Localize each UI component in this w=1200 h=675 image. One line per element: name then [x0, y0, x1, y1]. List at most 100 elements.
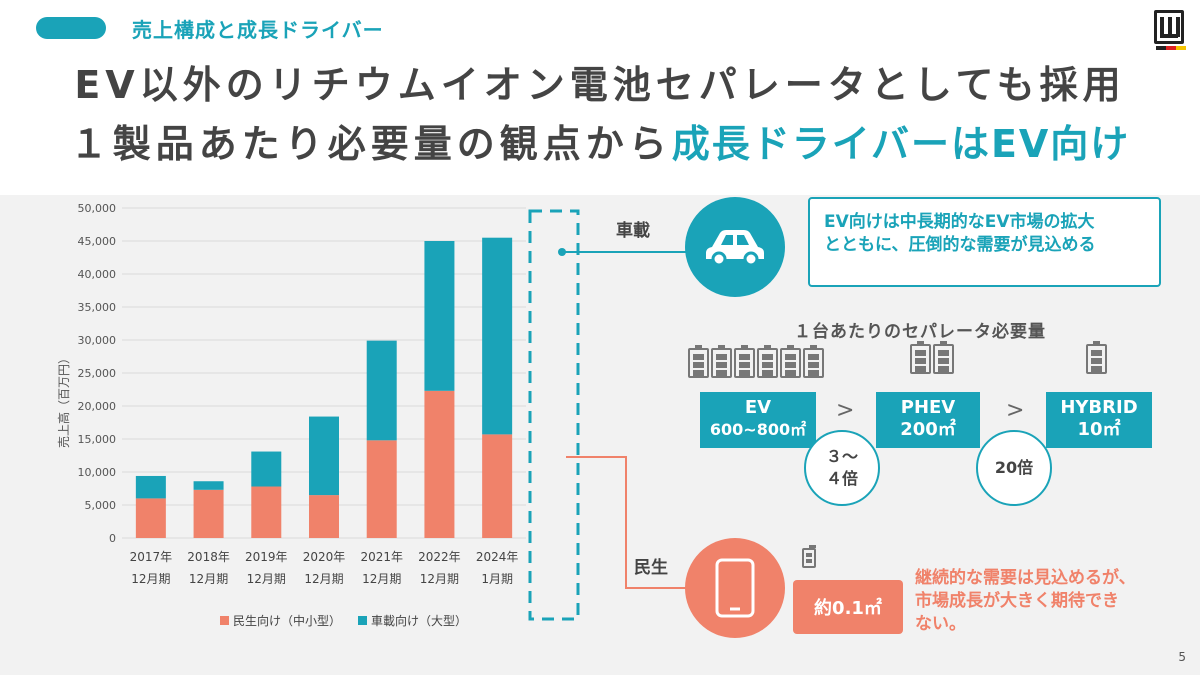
- bar-automotive: [424, 241, 455, 391]
- battery-icon: [803, 345, 824, 378]
- y-tick-label: 20,000: [78, 400, 117, 413]
- automotive-note-line-2: とともに、圧倒的な需要が見込める: [824, 235, 1096, 255]
- ev-label: EV: [744, 397, 772, 418]
- consumer-battery-icons: [802, 545, 816, 568]
- consumer-icon-circle: [685, 538, 785, 638]
- battery-icon: [780, 345, 801, 378]
- phev-battery-icons: [910, 341, 954, 374]
- y-tick-label: 35,000: [78, 301, 117, 314]
- bar-consumer: [366, 440, 397, 538]
- consumer-note-line-2: 市場成長が大きく期待でき: [915, 591, 1119, 611]
- ev-battery-icons: [688, 345, 824, 378]
- hybrid-value: 10㎡: [1077, 419, 1121, 440]
- smartphone-icon: [715, 558, 755, 618]
- automotive-note: EV向けは中長期的なEV市場の拡大 とともに、圧倒的な需要が見込める: [808, 197, 1161, 287]
- headline-line-2-highlight: 成長ドライバーはEV向け: [671, 122, 1131, 166]
- ev-requirement-box: EV 600~800㎡: [700, 392, 816, 448]
- battery-icon: [688, 345, 709, 378]
- x-tick-label: 2021年: [360, 550, 403, 564]
- ratio-ev-phev: ３～４倍: [825, 447, 858, 488]
- x-tick-label: 1月期: [481, 572, 513, 586]
- x-tick-label: 12月期: [362, 572, 401, 586]
- battery-icon: [1086, 341, 1107, 374]
- bar-consumer: [424, 390, 455, 538]
- chart-bars: [135, 237, 513, 538]
- hybrid-battery-icons: [1086, 341, 1107, 374]
- x-tick-label: 12月期: [189, 572, 228, 586]
- automotive-label: 車載: [616, 221, 650, 241]
- y-tick-label: 50,000: [78, 202, 117, 215]
- automotive-icon-circle: [685, 197, 785, 297]
- battery-icon: [757, 345, 778, 378]
- page-number: 5: [1178, 650, 1186, 664]
- bar-automotive: [482, 237, 513, 435]
- header-accent-bar: [36, 17, 106, 39]
- phev-value: 200㎡: [900, 419, 956, 440]
- consumer-note: 継続的な需要は見込めるが、 市場成長が大きく期待でき ない。: [915, 567, 1136, 636]
- y-tick-label: 15,000: [78, 433, 117, 446]
- ev-value: 600~800㎡: [709, 420, 807, 439]
- x-tick-label: 2022年: [418, 550, 461, 564]
- future-dashed-box: [528, 209, 580, 621]
- headline-line-2: １製品あたり必要量の観点から成長ドライバーはEV向け: [0, 113, 1200, 168]
- battery-icon: [910, 341, 931, 374]
- x-tick-label: 2019年: [245, 550, 288, 564]
- car-icon: [706, 230, 764, 267]
- battery-icon-small: [802, 545, 816, 568]
- headline-line-2-prefix: １製品あたり必要量の観点から: [69, 122, 672, 166]
- bar-consumer: [482, 434, 513, 538]
- bar-consumer: [193, 489, 224, 538]
- greater-than-1: >: [836, 398, 855, 423]
- x-tick-label: 12月期: [304, 572, 343, 586]
- section-title: 売上構成と成長ドライバー: [132, 18, 384, 42]
- consumer-requirement-box: 約0.1㎡: [793, 580, 903, 634]
- consumer-note-line-1: 継続的な需要は見込めるが、: [915, 568, 1136, 588]
- legend-swatch-automotive: [358, 616, 367, 625]
- legend-label-consumer: 民生向け（中小型）: [233, 613, 341, 628]
- y-tick-label: 40,000: [78, 268, 117, 281]
- requirement-title: １台あたりのセパレータ必要量: [794, 322, 1046, 342]
- bar-automotive: [309, 416, 339, 496]
- bar-consumer: [135, 498, 166, 538]
- hybrid-requirement-box: HYBRID 10㎡: [1046, 392, 1152, 448]
- y-tick-label: 25,000: [78, 367, 117, 380]
- chart-y-ticks: 50,000 45,000 40,000 35,000 30,000 25,000 20,0…: [78, 202, 117, 545]
- y-tick-label: 30,000: [78, 334, 117, 347]
- y-tick-label: 5,000: [85, 499, 117, 512]
- ratio-phev-hybrid: 20倍: [994, 458, 1034, 477]
- bar-automotive: [251, 451, 282, 487]
- x-tick-label: 2018年: [187, 550, 230, 564]
- ratio-circle-phev-hybrid: 20倍: [976, 430, 1052, 506]
- greater-than-2: >: [1006, 398, 1025, 423]
- x-tick-label: 12月期: [131, 572, 170, 586]
- y-tick-label: 10,000: [78, 466, 117, 479]
- x-tick-label: 2024年: [476, 550, 519, 564]
- x-tick-label: 12月期: [420, 572, 459, 586]
- chart-gridlines: [122, 207, 526, 539]
- bar-automotive: [135, 475, 166, 499]
- chart-y-axis-label: 売上高（百万円）: [56, 352, 71, 448]
- y-tick-label: 0: [109, 532, 116, 545]
- battery-icon: [933, 341, 954, 374]
- battery-icon: [734, 345, 755, 378]
- bar-automotive: [366, 340, 397, 441]
- phev-label: PHEV: [900, 397, 956, 418]
- consumer-note-line-3: ない。: [915, 614, 966, 634]
- headline-line-1: EV以外のリチウムイオン電池セパレータとしても採用: [74, 63, 1126, 107]
- company-logo: [1154, 10, 1186, 50]
- ratio-circle-ev-phev: ３～４倍: [804, 430, 880, 506]
- chart-x-ticks: 2017年 12月期 2018年 12月期 2019年 12月期 2020年 12月期 2021…: [130, 550, 519, 586]
- y-tick-label: 45,000: [78, 235, 117, 248]
- bar-automotive: [193, 481, 224, 490]
- consumer-connector-line: [566, 456, 690, 589]
- battery-icon: [711, 345, 732, 378]
- x-tick-label: 2020年: [303, 550, 346, 564]
- consumer-label: 民生: [634, 558, 668, 578]
- phev-requirement-box: PHEV 200㎡: [876, 392, 980, 448]
- bar-consumer: [251, 486, 282, 538]
- hybrid-label: HYBRID: [1060, 397, 1138, 418]
- bar-consumer: [309, 495, 339, 538]
- legend-swatch-consumer: [220, 616, 229, 625]
- automotive-note-line-1: EV向けは中長期的なEV市場の拡大: [824, 212, 1095, 232]
